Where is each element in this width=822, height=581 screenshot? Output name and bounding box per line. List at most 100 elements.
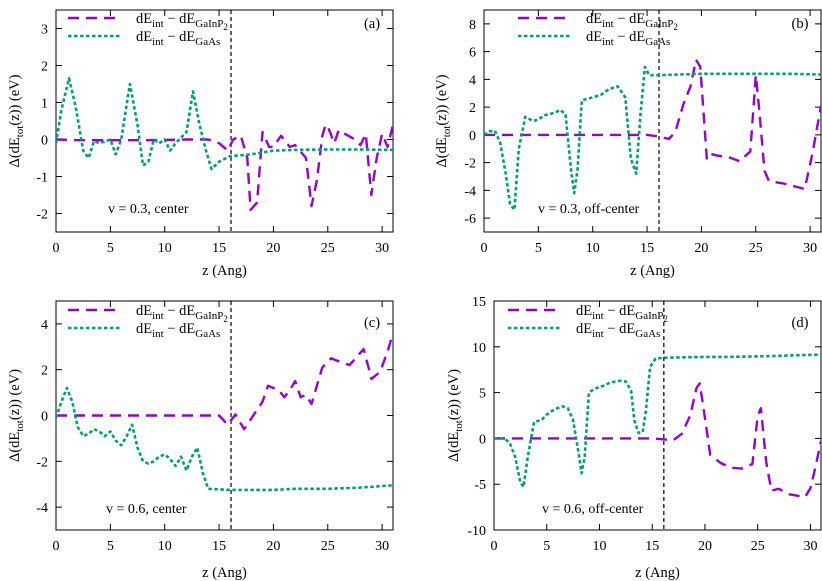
y-axis-label-post: (z)) (eV): [446, 369, 462, 420]
legend-label-gainp2-sub-int: int: [152, 18, 164, 30]
legend-label-gainp2-sub-2: 2: [223, 22, 228, 32]
x-axis-label: z (Ang): [630, 263, 675, 279]
plot-frame: [55, 9, 394, 233]
y-axis-label-pre: Δ(dE: [7, 137, 23, 167]
legend-label-gainp2-sub-2: 2: [223, 314, 228, 324]
plot-area: [484, 58, 821, 212]
legend-label-gainp2-main: dE: [576, 303, 592, 319]
legend-label-gainp2-sub-material: GaInP: [195, 310, 223, 322]
legend-label-gaas-main: dE: [136, 321, 152, 337]
plot-area: [56, 77, 393, 211]
y-tick-label: 4: [469, 73, 476, 88]
x-tick-label: 10: [158, 241, 172, 256]
y-axis-label-sub: tot: [14, 420, 26, 432]
legend-label-gaas-minus: − dE: [604, 321, 636, 337]
legend-label-gaas-minus: − dE: [164, 29, 196, 45]
y-axis-label-sub: tot: [14, 126, 26, 138]
plot-frame: [55, 300, 394, 531]
x-tick-label: 20: [266, 241, 280, 256]
y-tick-label: -4: [36, 501, 48, 516]
y-tick-label: 1: [41, 97, 48, 112]
x-tick-label: 30: [803, 241, 817, 256]
legend-label-gainp2-sub-int: int: [152, 310, 164, 322]
legend-label-gainp2-minus: − dE: [164, 303, 196, 319]
y-axis-label-sub: tot: [453, 420, 465, 432]
x-tick-label: 0: [481, 241, 488, 256]
x-tick-label: 25: [321, 241, 335, 256]
panel-tag: (a): [364, 16, 380, 32]
y-axis-label-post: (z)) (eV): [7, 369, 23, 420]
y-tick-label: -2: [464, 157, 476, 172]
y-tick-label: 2: [41, 364, 48, 379]
y-tick-label: 2: [41, 60, 48, 75]
y-tick-label: 3: [41, 23, 48, 38]
legend-label-gaas-sub-material: GaAs: [635, 328, 660, 340]
x-tick-label: 20: [698, 539, 712, 554]
y-axis-label: Δ(dEtot(z)) (eV): [434, 74, 453, 167]
x-tick-label: 15: [212, 241, 226, 256]
panel-tag: (c): [364, 315, 380, 331]
x-tick-label: 5: [107, 241, 114, 256]
y-tick-label: 0: [469, 129, 476, 144]
y-tick-label: -10: [467, 524, 486, 539]
y-tick-label: -2: [36, 208, 48, 223]
legend-label-gaas-sub-material: GaAs: [195, 328, 220, 340]
series-line-gainp2: [56, 123, 393, 211]
series-line-gaas: [56, 386, 393, 492]
y-axis-label: Δ(dEtot(z)) (eV): [7, 74, 26, 167]
legend-label-gaas: dEint − dEGaAs: [576, 321, 660, 340]
y-axis-label: Δ(dEtot(z)) (eV): [446, 369, 465, 462]
legend-label-gaas-main: dE: [586, 29, 602, 45]
legend-label-gainp2: dEint − dEGaInP2: [136, 11, 228, 32]
legend-label-gaas-sub-material: GaAs: [645, 36, 670, 48]
y-tick-label: -1: [36, 171, 48, 186]
x-tick-label: 25: [751, 539, 765, 554]
y-axis-label-post: (z)) (eV): [434, 74, 450, 125]
x-axis-label: z (Ang): [202, 263, 247, 279]
legend-label-gainp2-main: dE: [136, 303, 152, 319]
x-axis-label: z (Ang): [202, 565, 247, 581]
x-tick-label: 5: [543, 539, 550, 554]
legend-label-gainp2-sub-int: int: [602, 18, 614, 30]
legend-label-gainp2-sub-int: int: [592, 310, 604, 322]
y-tick-label: -5: [474, 478, 486, 493]
x-tick-label: 15: [640, 241, 654, 256]
legend-label-gaas: dEint − dEGaAs: [136, 29, 220, 48]
panel-annotation: v = 0.6, center: [106, 502, 187, 517]
y-tick-label: 4: [41, 318, 48, 333]
legend-label-gainp2-sub-2: 2: [673, 22, 678, 32]
y-tick-label: 0: [41, 410, 48, 425]
legend-label-gaas-sub-int: int: [602, 36, 614, 48]
y-tick-label: 5: [479, 387, 486, 402]
panel-annotation: v = 0.3, center: [108, 202, 189, 217]
chart-panel-a: 0 5 10 15 20 25 30 -2 -1 0 1 2 3 z (Ang) Δ(dEtot(z)) (…: [7, 9, 394, 279]
x-tick-label: 0: [53, 539, 60, 554]
y-axis-label: Δ(dEtot(z)) (eV): [7, 369, 26, 462]
legend-label-gainp2-main: dE: [136, 11, 152, 27]
x-tick-label: 15: [645, 539, 659, 554]
legend-label-gaas-sub-material: GaAs: [195, 36, 220, 48]
y-tick-label: -4: [464, 184, 476, 199]
legend-label-gaas-sub-int: int: [592, 328, 604, 340]
series-line-gainp2: [484, 58, 821, 191]
legend-label-gaas: dEint − dEGaAs: [586, 29, 670, 48]
x-tick-label: 25: [749, 241, 763, 256]
legend-label-gainp2-sub-2: 2: [663, 314, 668, 324]
legend-label-gainp2-minus: − dE: [164, 11, 196, 27]
legend-label-gaas: dEint − dEGaAs: [136, 321, 220, 340]
legend-label-gainp2-minus: − dE: [604, 303, 636, 319]
plot-area: [56, 332, 393, 492]
x-tick-label: 20: [694, 241, 708, 256]
y-tick-label: 10: [472, 341, 486, 356]
legend-label-gainp2: dEint − dEGaInP2: [586, 11, 678, 32]
legend-label-gaas-sub-int: int: [152, 36, 164, 48]
x-tick-label: 20: [266, 539, 280, 554]
panel-tag: (d): [792, 315, 809, 331]
chart-panel-b: 0 5 10 15 20 25 30 -6 -4 -2 0 2 4 6 8 z (Ang) Δ(dEtot(z)…: [434, 9, 822, 279]
x-tick-label: 30: [803, 539, 817, 554]
legend-label-gainp2-main: dE: [586, 11, 602, 27]
